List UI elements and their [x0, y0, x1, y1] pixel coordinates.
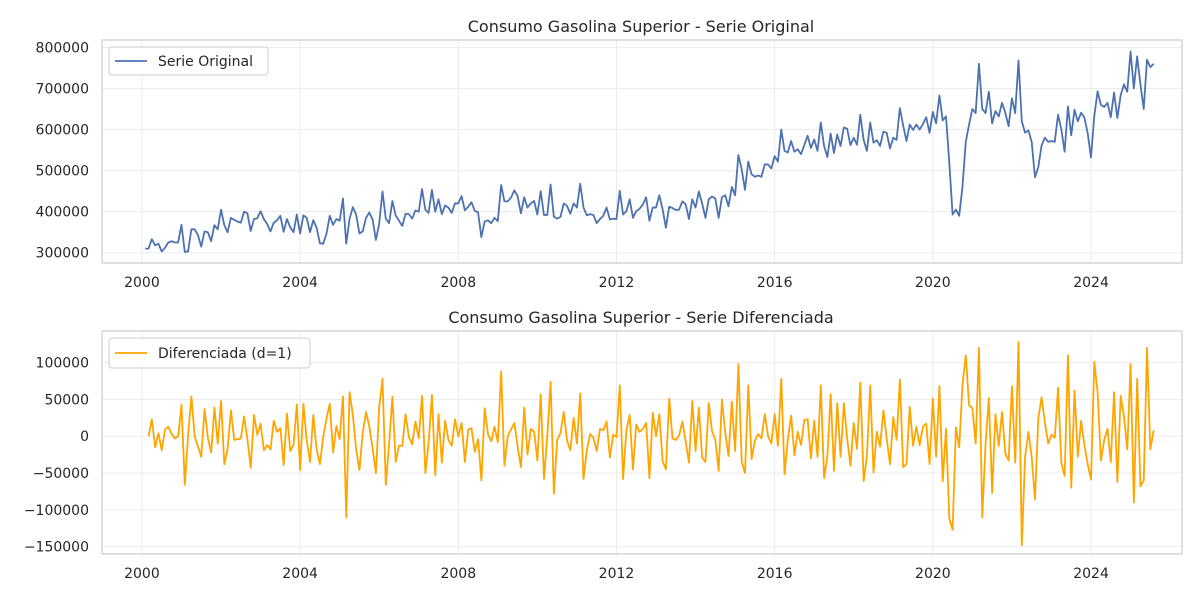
x-tick-label: 2024 [1073, 566, 1109, 582]
series-line [145, 50, 1155, 253]
legend-diferenciada: Diferenciada (d=1) [108, 337, 311, 369]
axes-frame-original [101, 39, 1183, 264]
y-tick-label: −150000 [24, 540, 89, 556]
x-axis-ticks-original: 2000 2004 2008 2012 2016 2020 2024 [124, 275, 1109, 291]
x-tick-label: 2004 [282, 566, 318, 582]
x-tick-label: 2020 [915, 566, 951, 582]
series-original [145, 50, 1155, 253]
y-tick-label: 0 [80, 429, 89, 445]
y-tick-label: 50000 [44, 392, 89, 408]
legend-frame [108, 337, 311, 369]
y-tick-label: 100000 [36, 356, 89, 372]
x-axis-ticks-diferenciada: 2000 2004 2008 2012 2016 2020 2024 [124, 566, 1109, 582]
legend-original: Serie Original [108, 46, 269, 76]
x-tick-label: 2016 [757, 275, 793, 291]
legend-frame [108, 46, 269, 76]
x-tick-label: 2012 [599, 566, 635, 582]
legend-label-diferenciada: Diferenciada (d=1) [158, 346, 292, 362]
series-diferenciada [147, 341, 1155, 547]
y-tick-label: 400000 [36, 205, 89, 221]
y-tick-label: −100000 [24, 503, 89, 519]
x-tick-label: 2012 [599, 275, 635, 291]
x-tick-label: 2000 [124, 275, 160, 291]
axes-frame-diferenciada [101, 330, 1183, 555]
y-axis-ticks-original: 300000 400000 500000 600000 700000 800000 [36, 40, 89, 261]
top-subplot: Consumo Gasolina Superior - Serie Origin… [36, 17, 1183, 291]
x-tick-label: 2000 [124, 566, 160, 582]
legend-label-serie-original: Serie Original [158, 54, 253, 70]
x-tick-label: 2004 [282, 275, 318, 291]
y-tick-label: 300000 [36, 246, 89, 262]
x-tick-label: 2008 [440, 566, 476, 582]
y-tick-label: 600000 [36, 123, 89, 139]
chart-title-diferenciada: Consumo Gasolina Superior - Serie Difere… [448, 308, 833, 327]
x-tick-label: 2016 [757, 566, 793, 582]
y-tick-label: 500000 [36, 164, 89, 180]
x-tick-label: 2008 [440, 275, 476, 291]
series-line [147, 341, 1155, 547]
x-tick-label: 2024 [1073, 275, 1109, 291]
y-axis-ticks-diferenciada: −150000 −100000 −50000 0 50000 100000 [24, 356, 89, 556]
y-tick-label: 700000 [36, 81, 89, 97]
bottom-subplot: Consumo Gasolina Superior - Serie Difere… [24, 308, 1183, 582]
x-tick-label: 2020 [915, 275, 951, 291]
y-tick-label: 800000 [36, 40, 89, 56]
y-tick-label: −50000 [33, 466, 89, 482]
chart-title-original: Consumo Gasolina Superior - Serie Origin… [468, 17, 814, 36]
